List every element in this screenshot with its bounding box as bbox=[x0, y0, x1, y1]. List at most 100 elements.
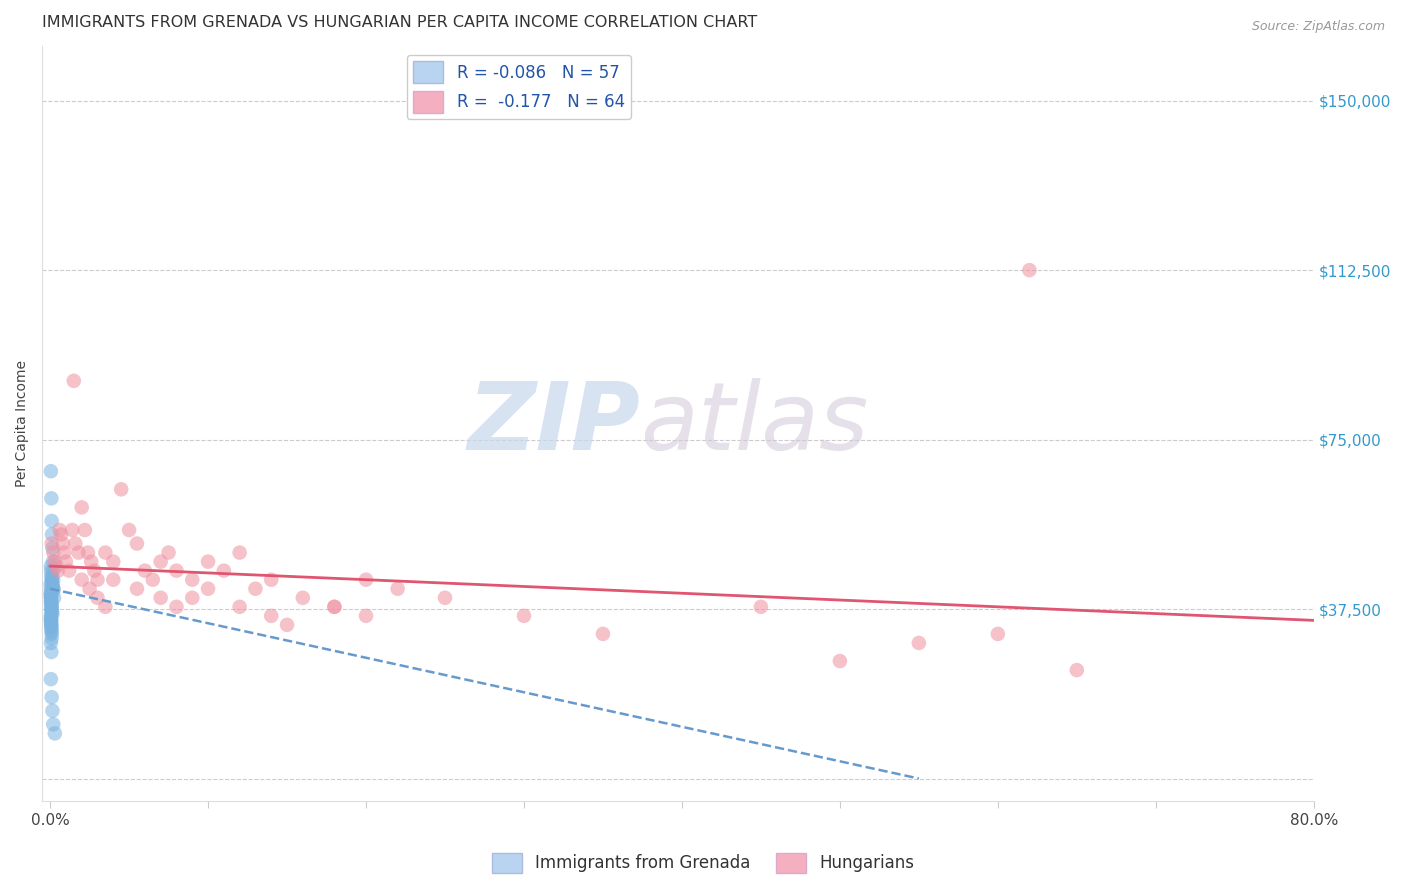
Point bbox=[41, 645, 63, 659]
Point bbox=[828, 654, 851, 668]
Point bbox=[83, 564, 105, 578]
Point bbox=[749, 599, 772, 614]
Point bbox=[323, 599, 346, 614]
Point bbox=[181, 591, 204, 605]
Point bbox=[260, 608, 283, 623]
Point bbox=[1066, 663, 1088, 677]
Point bbox=[86, 591, 108, 605]
Point bbox=[39, 636, 62, 650]
Point bbox=[60, 523, 83, 537]
Point bbox=[42, 545, 65, 559]
Point bbox=[65, 536, 87, 550]
Point bbox=[77, 545, 100, 559]
Point bbox=[197, 582, 219, 596]
Point bbox=[166, 564, 188, 578]
Point bbox=[41, 690, 63, 705]
Point bbox=[110, 483, 132, 497]
Legend: Immigrants from Grenada, Hungarians: Immigrants from Grenada, Hungarians bbox=[485, 847, 921, 880]
Point bbox=[41, 613, 63, 627]
Point bbox=[41, 570, 63, 584]
Point bbox=[41, 568, 63, 582]
Point bbox=[41, 608, 63, 623]
Point bbox=[908, 636, 931, 650]
Point bbox=[41, 627, 63, 641]
Point bbox=[987, 627, 1010, 641]
Point bbox=[62, 374, 84, 388]
Point bbox=[39, 586, 62, 600]
Point bbox=[94, 599, 117, 614]
Point bbox=[41, 536, 63, 550]
Point bbox=[41, 491, 63, 506]
Point bbox=[39, 591, 62, 605]
Text: ZIP: ZIP bbox=[467, 378, 640, 470]
Point bbox=[44, 726, 66, 740]
Point bbox=[276, 618, 298, 632]
Point bbox=[41, 574, 63, 589]
Point bbox=[39, 613, 62, 627]
Point bbox=[39, 564, 62, 578]
Point bbox=[39, 586, 62, 600]
Point bbox=[42, 573, 65, 587]
Point bbox=[41, 704, 63, 718]
Point bbox=[39, 608, 62, 623]
Point bbox=[39, 595, 62, 609]
Point bbox=[41, 573, 63, 587]
Point bbox=[245, 582, 267, 596]
Point bbox=[46, 564, 69, 578]
Point bbox=[157, 545, 180, 559]
Point bbox=[42, 582, 65, 596]
Point bbox=[260, 573, 283, 587]
Point bbox=[41, 604, 63, 618]
Point bbox=[39, 582, 62, 596]
Point bbox=[212, 564, 235, 578]
Point bbox=[52, 536, 75, 550]
Point bbox=[41, 599, 63, 614]
Point bbox=[166, 599, 188, 614]
Point bbox=[80, 555, 103, 569]
Point bbox=[39, 559, 62, 574]
Point bbox=[149, 591, 172, 605]
Legend: R = -0.086   N = 57, R =  -0.177   N = 64: R = -0.086 N = 57, R = -0.177 N = 64 bbox=[406, 54, 631, 120]
Point bbox=[86, 573, 108, 587]
Point bbox=[323, 599, 346, 614]
Point bbox=[79, 582, 101, 596]
Point bbox=[41, 623, 63, 637]
Point bbox=[41, 595, 63, 609]
Point bbox=[41, 514, 63, 528]
Point bbox=[39, 672, 62, 686]
Point bbox=[49, 527, 72, 541]
Point bbox=[39, 611, 62, 625]
Point bbox=[41, 618, 63, 632]
Point bbox=[228, 545, 250, 559]
Y-axis label: Per Capita Income: Per Capita Income bbox=[15, 360, 30, 487]
Point bbox=[354, 608, 377, 623]
Point bbox=[1018, 263, 1040, 277]
Point bbox=[42, 591, 65, 605]
Point bbox=[592, 627, 614, 641]
Point bbox=[103, 555, 125, 569]
Point bbox=[387, 582, 409, 596]
Point bbox=[39, 589, 62, 603]
Point bbox=[354, 573, 377, 587]
Point bbox=[39, 593, 62, 607]
Point bbox=[125, 582, 148, 596]
Point bbox=[197, 555, 219, 569]
Point bbox=[513, 608, 536, 623]
Point bbox=[42, 584, 65, 599]
Point bbox=[42, 582, 65, 596]
Point bbox=[41, 632, 63, 646]
Point bbox=[41, 527, 63, 541]
Point bbox=[39, 615, 62, 630]
Point bbox=[45, 559, 67, 574]
Point bbox=[42, 717, 65, 731]
Point bbox=[103, 573, 125, 587]
Point bbox=[39, 591, 62, 605]
Point bbox=[44, 555, 66, 569]
Point bbox=[181, 573, 204, 587]
Text: Source: ZipAtlas.com: Source: ZipAtlas.com bbox=[1251, 20, 1385, 33]
Point bbox=[70, 573, 93, 587]
Point bbox=[39, 618, 62, 632]
Point bbox=[70, 500, 93, 515]
Point bbox=[55, 555, 77, 569]
Point bbox=[41, 607, 63, 621]
